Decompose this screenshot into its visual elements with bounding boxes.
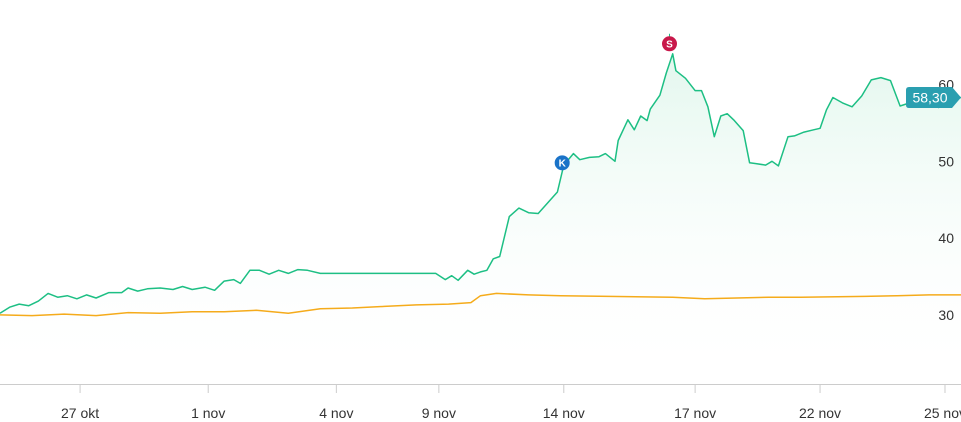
price-tag-shape <box>906 87 961 109</box>
sell-marker[interactable]: S <box>661 33 677 52</box>
marker-letter: K <box>559 158 567 169</box>
y-tick-label: 40 <box>938 230 954 246</box>
trade-markers: KS <box>554 33 677 171</box>
x-tick-label: 22 nov <box>799 405 841 421</box>
x-tick-label: 1 nov <box>191 405 225 421</box>
x-tick-label: 4 nov <box>319 405 353 421</box>
primary-series-line <box>0 53 961 314</box>
x-tick-label: 25 nov <box>924 405 961 421</box>
current-price-tag[interactable]: 58,30 <box>906 87 961 109</box>
price-tag-value: 58,30 <box>912 90 947 106</box>
primary-area <box>0 53 961 384</box>
x-tick-label: 17 nov <box>674 405 716 421</box>
series-lines <box>0 53 961 317</box>
y-tick-label: 30 <box>938 307 954 323</box>
y-tick-label: 50 <box>938 153 954 169</box>
marker-letter: S <box>666 39 673 50</box>
benchmark-series-line <box>0 292 961 317</box>
x-tick-label: 9 nov <box>422 405 456 421</box>
price-area-fill <box>0 53 961 384</box>
x-tick-label: 14 nov <box>543 405 585 421</box>
buy-marker[interactable]: K <box>554 155 570 171</box>
x-tick-label: 27 okt <box>61 405 99 421</box>
marker-circle <box>661 36 677 52</box>
x-axis-ticks: 27 okt 1 nov 4 nov 9 nov 14 nov 17 nov 22 nov 2… <box>61 384 961 421</box>
marker-circle <box>554 155 570 171</box>
